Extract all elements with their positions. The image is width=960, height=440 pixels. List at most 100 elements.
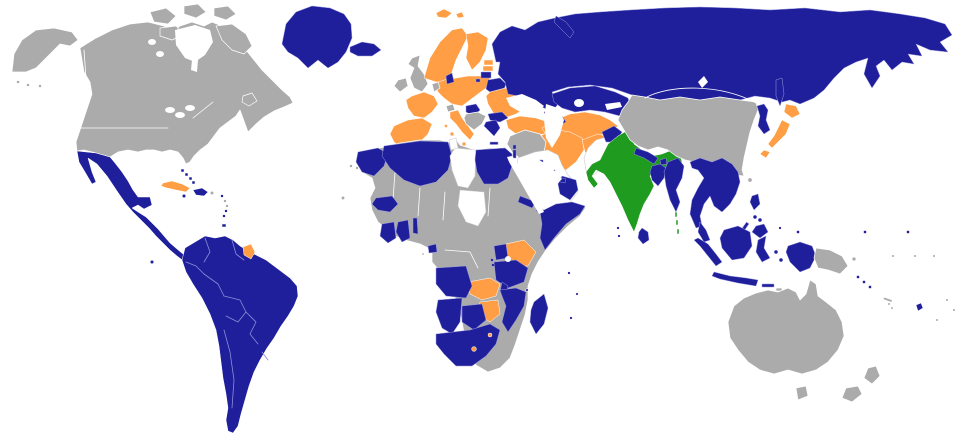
border-colombia-venezuela [203,237,211,263]
region-greenland [281,5,353,69]
region-solomon-islands [862,280,866,284]
region-western-balkans [463,111,487,131]
region-ghana [395,219,411,243]
region-arctic-island [149,7,177,25]
region-french-guiana [242,243,256,260]
region-denmark [445,72,455,85]
region-vanuatu [887,302,891,306]
region-new-zealand [863,365,881,385]
region-thailand-indochina [689,157,741,229]
region-pacific-island [891,254,895,258]
region-papua-new-guinea [813,247,849,275]
region-philippines [757,217,763,223]
region-micronesia [863,230,867,234]
region-lesser-antilles [220,194,224,198]
region-nicobar-islands [676,228,680,235]
region-israel [512,149,517,159]
region-caribbean [160,168,229,228]
region-sulawesi [755,235,771,263]
region-bahamas [180,168,185,173]
border-uruguay [261,351,269,361]
region-pacific-island [932,254,936,258]
region-lesser-antilles [222,214,226,218]
border-sahel [442,191,446,221]
region-united-kingdom [407,54,429,93]
region-fiji [915,302,924,312]
region-sumatra [693,237,723,267]
region-corsica [444,124,448,128]
region-arctic-island [183,3,207,19]
region-japan [783,103,801,119]
region-west-papua [785,241,817,273]
region-greece [483,119,501,137]
region-iceland [349,41,382,57]
region-sakhalin [775,77,785,107]
border-peru-brazil [203,273,225,297]
region-iberia [389,117,433,151]
region-andaman-islands [675,219,679,226]
water-aral-sea [574,99,584,107]
region-japan [759,149,771,159]
region-new-zealand [841,385,863,403]
region-cape-verde [341,196,345,200]
region-bahamas [184,172,189,177]
region-lesotho [471,346,477,352]
region-bangladesh [649,163,667,187]
region-ireland [393,77,409,93]
region-kaliningrad [475,78,481,83]
region-andaman-islands [674,211,678,218]
region-aleutian-islands [26,83,30,87]
region-pacific-island [935,318,939,322]
region-somalia [539,201,586,251]
border-sudan [487,187,491,217]
region-aleutian-islands [16,80,20,84]
region-mozambique [499,287,527,333]
region-tasmania [795,385,809,401]
region-alaska [11,27,79,73]
region-russia [491,6,953,113]
region-bulgaria [487,111,509,123]
water-great-bear-lake [148,39,156,45]
region-malaysia [697,221,711,243]
border-congo [444,249,479,269]
region-morocco [355,147,389,177]
region-outer-island [575,292,579,296]
region-cote-divoire [379,221,397,244]
region-lesser-sunda [761,283,775,288]
region-sardinia [449,131,455,137]
water-great-lakes [185,105,195,111]
region-france [405,91,439,119]
region-zambia [467,277,501,301]
region-galapagos [149,259,155,265]
water-great-lakes [165,107,175,113]
region-benin [412,217,419,235]
region-japan [767,119,791,149]
region-algeria [381,140,453,187]
water-great-slave-lake [156,51,164,57]
region-nepal [633,147,659,165]
region-canary-islands [349,164,353,168]
region-taiwan [747,177,753,183]
border-venezuela-brazil [231,239,245,261]
border-peru-ecuador [185,261,205,275]
region-cuba [160,180,191,193]
border-sahara-1 [392,171,396,201]
continent-africa [355,137,587,373]
region-newfoundland [241,92,258,107]
region-canary-islands [355,166,359,170]
water-black-sea [506,94,544,113]
water-lake-baikal [698,76,708,88]
region-micronesia [796,230,800,234]
region-canada-usa [75,21,294,165]
continent-oceania [727,226,956,403]
region-mauritius [569,316,573,320]
region-netherlands-belgium [431,81,441,93]
region-moluccas [773,249,779,255]
region-bahamas [188,176,193,181]
region-lesser-antilles [225,204,229,208]
continent-europe [389,8,553,151]
region-equatorial-guinea [427,243,438,254]
region-moluccas [778,257,784,263]
region-pacific-island [913,254,917,258]
